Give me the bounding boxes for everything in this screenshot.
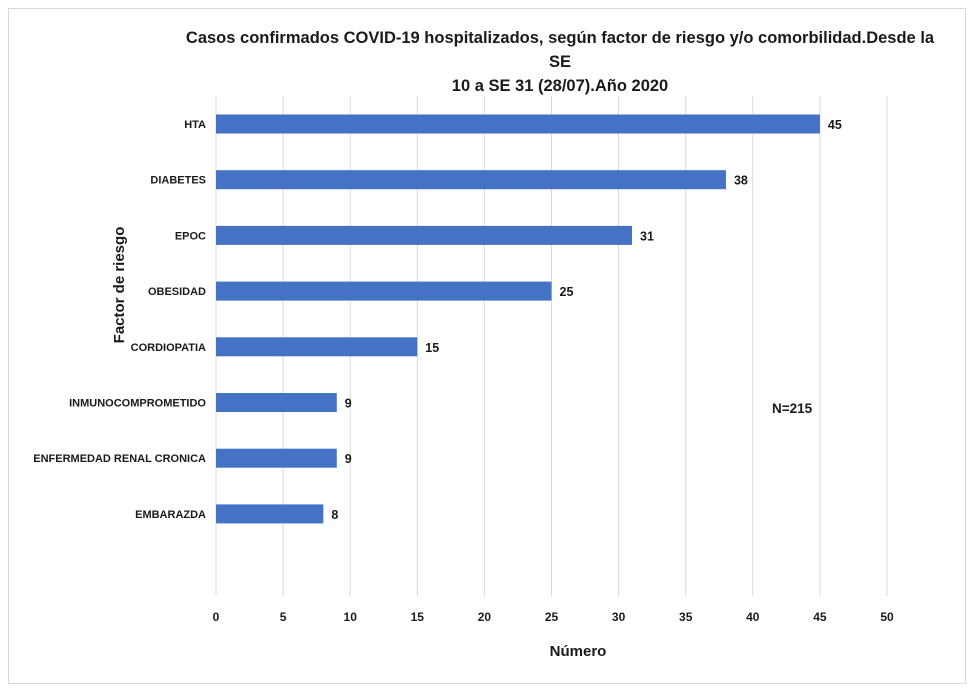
data-label: 31 bbox=[640, 229, 654, 243]
x-tick-label: 10 bbox=[344, 610, 358, 624]
x-tick-label: 25 bbox=[545, 610, 559, 624]
bar bbox=[216, 225, 633, 245]
data-label: 45 bbox=[828, 118, 842, 132]
bar bbox=[216, 281, 552, 301]
x-tick-label: 40 bbox=[746, 610, 760, 624]
data-label: 38 bbox=[734, 174, 748, 188]
category-label: CORDIOPATIA bbox=[131, 342, 206, 354]
data-label: 25 bbox=[560, 285, 574, 299]
bar bbox=[216, 114, 820, 134]
x-axis-title: Número bbox=[550, 643, 607, 660]
category-label: OBESIDAD bbox=[148, 286, 206, 298]
category-label: DIABETES bbox=[150, 175, 206, 187]
category-label: EPOC bbox=[175, 230, 206, 242]
category-label: HTA bbox=[184, 119, 206, 131]
x-tick-label: 30 bbox=[612, 610, 626, 624]
bar bbox=[216, 170, 726, 190]
x-tick-label: 5 bbox=[280, 610, 287, 624]
x-tick-label: 20 bbox=[478, 610, 492, 624]
data-label: 9 bbox=[345, 397, 352, 411]
sample-size-annotation: N=215 bbox=[772, 401, 813, 416]
x-tick-label: 15 bbox=[411, 610, 425, 624]
bar bbox=[216, 337, 418, 357]
data-label: 15 bbox=[425, 341, 439, 355]
x-tick-label: 45 bbox=[813, 610, 827, 624]
bar bbox=[216, 448, 337, 468]
category-label: ENFERMEDAD RENAL CRONICA bbox=[33, 453, 206, 465]
category-label: INMUNOCOMPROMETIDO bbox=[69, 398, 206, 410]
labels: 0 5 10 15 20 25 30 35 40 45 50 HTA 45 DIABETES 38 EPOC 3… bbox=[33, 118, 894, 624]
bar bbox=[216, 504, 324, 524]
bars bbox=[216, 114, 820, 524]
x-tick-label: 0 bbox=[213, 610, 220, 624]
x-tick-label: 50 bbox=[880, 610, 894, 624]
x-tick-label: 35 bbox=[679, 610, 693, 624]
y-axis-title: Factor de riesgo bbox=[111, 227, 128, 344]
chart-title: Casos confirmados COVID-19 hospitalizado… bbox=[185, 29, 935, 95]
data-label: 8 bbox=[331, 508, 338, 522]
bar bbox=[216, 393, 337, 412]
data-label: 9 bbox=[345, 452, 352, 466]
category-label: EMBARAZDA bbox=[135, 509, 206, 521]
